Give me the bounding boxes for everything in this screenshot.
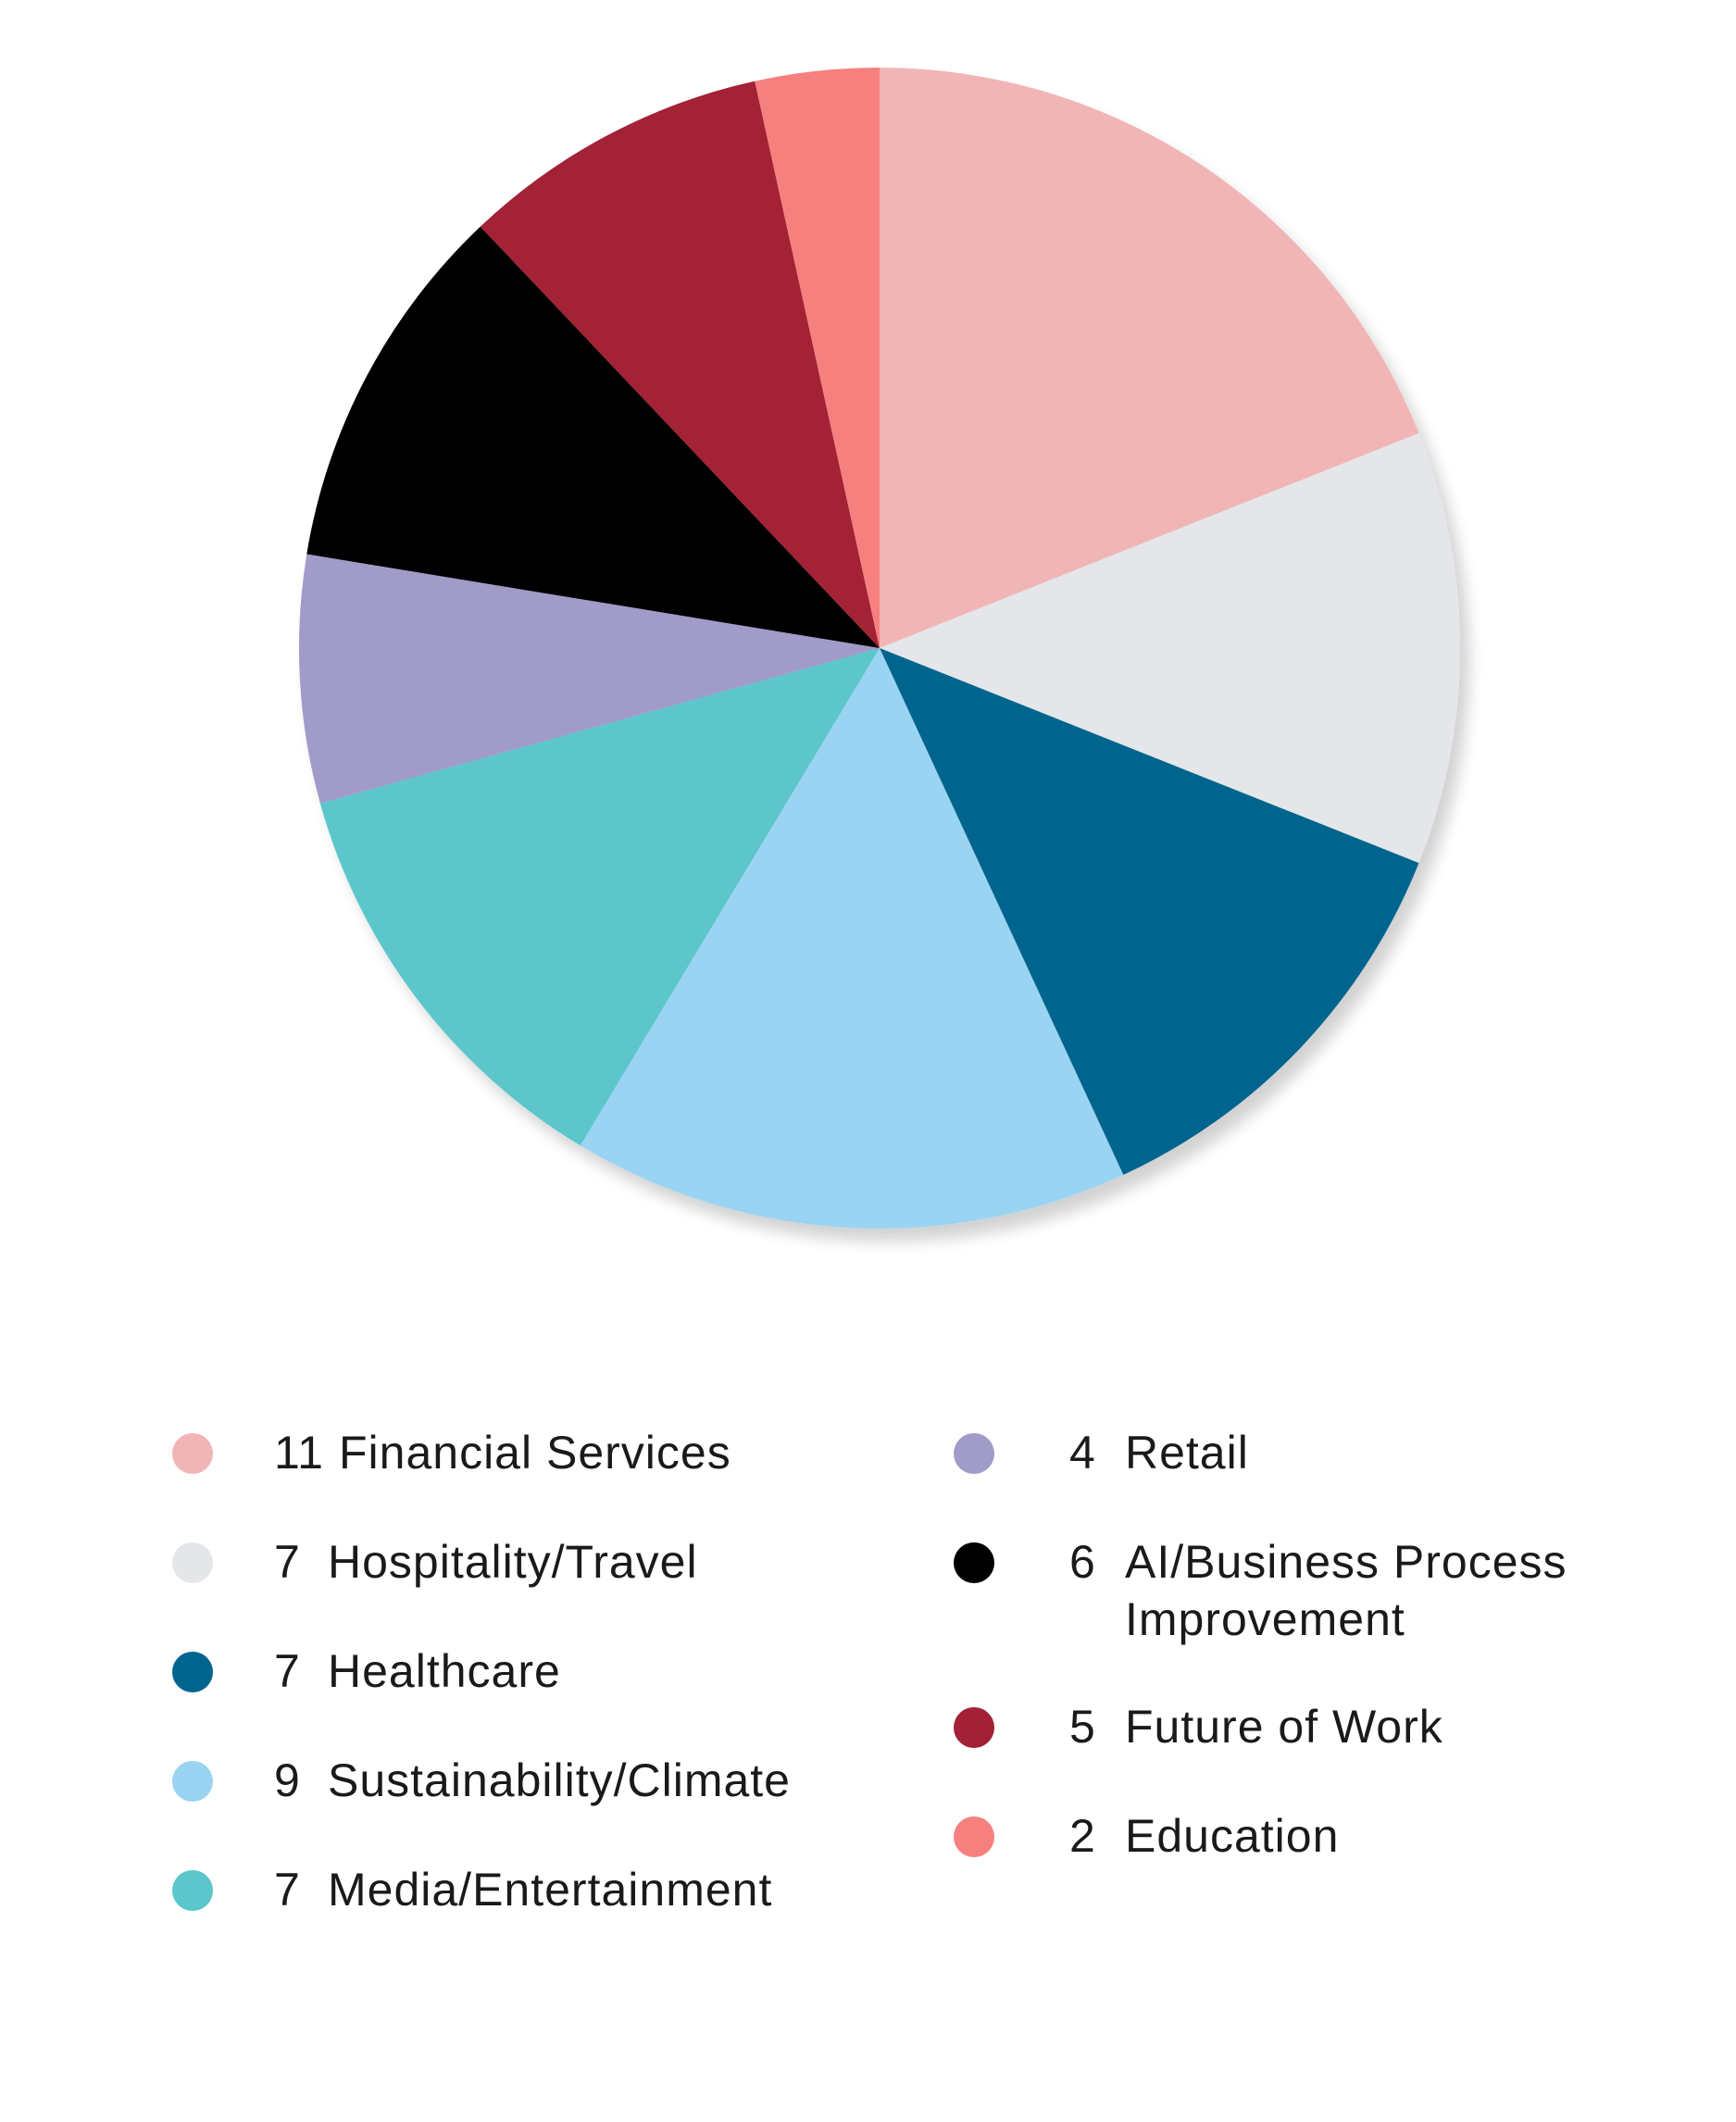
legend-label: Hospitality/Travel [328,1536,698,1588]
pie-chart-svg [298,68,1461,1229]
legend-label: Retail [1125,1427,1249,1479]
legend-value: 7 [274,1536,301,1588]
pie-slice-education [755,68,880,648]
pie-slice-sustainability-climate [580,648,1124,1229]
pie-slice-media-entertainment [319,648,880,1146]
legend-label: Education [1125,1810,1340,1862]
legend-item-financial-services: 11 Financial Services [172,1424,894,1533]
legend-swatch [954,1816,994,1857]
legend-swatch [172,1542,213,1583]
pie-slice-healthcare [880,648,1419,1176]
legend-value: 11 [274,1427,324,1479]
legend-value: 4 [1069,1427,1096,1479]
legend-value: 6 [1069,1536,1096,1588]
legend-item-sustainability-climate: 9 Sustainability/Climate [172,1752,894,1861]
legend-swatch [172,1870,213,1911]
legend-swatch [954,1433,994,1474]
legend-value: 7 [274,1645,301,1697]
legend-right-column: 4 Retail 6 AI/Business Process Improveme… [954,1424,1694,1916]
legend-item-retail: 4 Retail [954,1424,1694,1533]
pie-chart [298,68,1461,1229]
legend-item-healthcare: 7 Healthcare [172,1642,894,1752]
pie-slice-hospitality-travel [880,432,1461,864]
legend-value: 9 [274,1754,301,1806]
pie-slice-retail [298,554,880,804]
legend-left-column: 11 Financial Services 7 Hospitality/Trav… [172,1424,894,1970]
legend-value: 2 [1069,1810,1096,1862]
legend-value: 5 [1069,1701,1096,1753]
pie-slice-future-of-work [480,81,880,648]
legend-label: AI/Business Process Improvement [1125,1533,1699,1648]
legend-item-ai-business-process-improvement: 6 AI/Business Process Improvement [954,1533,1694,1698]
legend-label: Future of Work [1125,1701,1443,1753]
legend-item-future-of-work: 5 Future of Work [954,1698,1694,1807]
legend-label: Media/Entertainment [328,1864,773,1916]
legend-swatch [954,1542,994,1583]
legend-item-education: 2 Education [954,1807,1694,1916]
legend-label: Sustainability/Climate [328,1754,791,1806]
legend-swatch [172,1761,213,1802]
legend-swatch [954,1707,994,1748]
legend-label-line-1: AI/Business Process [1125,1536,1567,1588]
legend-label: Financial Services [339,1427,731,1479]
pie-slice-ai-business-process-improvement [306,226,880,649]
legend-label: Healthcare [328,1645,561,1697]
legend-item-media-entertainment: 7 Media/Entertainment [172,1861,894,1970]
pie-slice-financial-services [880,68,1419,648]
legend-swatch [172,1433,213,1474]
legend-label-line-2: Improvement [1125,1593,1405,1645]
legend-swatch [172,1652,213,1692]
legend-item-hospitality-travel: 7 Hospitality/Travel [172,1533,894,1642]
legend-value: 7 [274,1864,301,1916]
